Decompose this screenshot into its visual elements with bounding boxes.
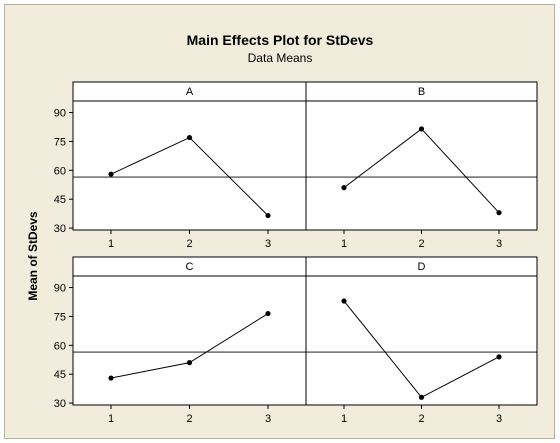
panel-a-label: A bbox=[186, 86, 194, 98]
chart-title: Main Effects Plot for StDevs bbox=[187, 32, 374, 48]
panel-b-x-tick-label: 3 bbox=[496, 238, 502, 250]
panel-grid: A 1 2 3 30 45 60 75 90 B 1 2 3 C 1 2 3 30 45 60 75 90 D 1 2 3 bbox=[54, 81, 538, 425]
panel-c-y-tick-label: 75 bbox=[54, 311, 66, 323]
panel-b-x-tick-label: 1 bbox=[341, 238, 347, 250]
panel-b-plot-area bbox=[305, 100, 538, 231]
y-axis-label: Mean of StDevs bbox=[26, 211, 40, 301]
panel-d-data-point bbox=[496, 354, 502, 360]
panel-a-y-tick-label: 45 bbox=[54, 194, 66, 206]
panel-a-x-tick-label: 1 bbox=[108, 238, 114, 250]
panel-a-data-point bbox=[265, 212, 271, 219]
panel-b-data-point bbox=[341, 185, 347, 191]
panel-a-y-tick-label: 90 bbox=[54, 108, 66, 120]
panel-c-data-point bbox=[186, 360, 193, 366]
panel-d-data-point bbox=[341, 298, 347, 304]
panel-c-y-tick-label: 90 bbox=[54, 283, 66, 295]
panel-a-y-tick-label: 75 bbox=[54, 136, 66, 148]
panel-a-data-point bbox=[108, 171, 114, 177]
chart-subtitle: Data Means bbox=[248, 51, 313, 65]
panel-c-data-point bbox=[108, 375, 114, 381]
panel-c-x-tick-label: 2 bbox=[186, 413, 192, 425]
panel-b-label: B bbox=[418, 86, 425, 98]
panel-d-x-tick-label: 3 bbox=[496, 413, 502, 425]
panel-d-x-tick-label: 1 bbox=[341, 413, 347, 425]
panel-d-x-tick-label: 2 bbox=[418, 413, 424, 425]
panel-d-data-point bbox=[418, 394, 425, 400]
panel-c-data-point bbox=[265, 310, 271, 317]
panel-c-y-tick-label: 60 bbox=[54, 340, 66, 352]
panel-a-x-tick-label: 2 bbox=[186, 238, 192, 250]
panel-d-plot-area bbox=[305, 275, 538, 406]
panel-d-label: D bbox=[418, 261, 426, 273]
panel-c-y-tick-label: 30 bbox=[54, 398, 66, 410]
panel-b-x-tick-label: 2 bbox=[418, 238, 424, 250]
panel-c-label: C bbox=[186, 261, 194, 273]
panel-c-x-tick-label: 3 bbox=[265, 413, 271, 425]
panel-a-y-tick-label: 60 bbox=[54, 165, 66, 177]
panel-a-plot-area bbox=[72, 100, 307, 231]
panel-a-data-point bbox=[186, 134, 193, 141]
panel-c-x-tick-label: 1 bbox=[108, 413, 114, 425]
panel-c-y-tick-label: 45 bbox=[54, 369, 66, 381]
panel-b-data-point bbox=[496, 210, 502, 216]
panel-b-data-point bbox=[418, 126, 425, 132]
panel-a-y-tick-label: 30 bbox=[54, 223, 66, 235]
panel-a-x-tick-label: 3 bbox=[265, 238, 271, 250]
panel-c-plot-area bbox=[72, 275, 307, 406]
